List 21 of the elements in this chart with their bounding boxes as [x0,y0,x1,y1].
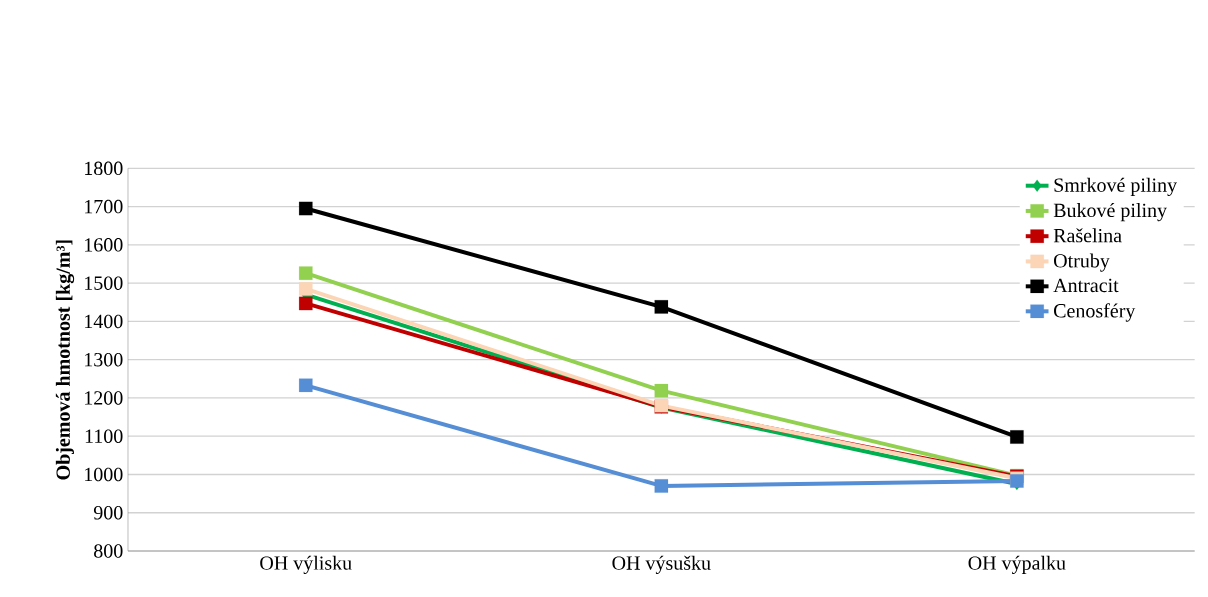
y-tick-label: 1200 [85,391,123,405]
y-tick-label: 900 [93,505,123,520]
y-tick-label: 1400 [85,314,123,329]
x-tick-label: OH výlisku [260,555,352,574]
y-tick-label: 1600 [85,238,123,252]
y-tick-label: 1700 [85,199,123,214]
y-tick-label: 1000 [85,467,123,482]
x-tick-label: OH výpalku [968,555,1066,574]
y-tick-label: 1500 [85,276,123,290]
x-tick-label: OH výsušku [612,555,711,574]
y-tick-label: 1800 [85,161,123,176]
y-axis-title: Objemová hmotnost [kg/m³] [55,240,75,480]
legend-label: Cenosféry [1054,303,1136,322]
y-tick-label: 1300 [85,352,123,367]
y-tick-label: 800 [94,544,123,558]
legend-label: Bukové piliny [1053,203,1167,222]
legend-label: Smrkové piliny [1054,177,1177,196]
y-tick-label: 1100 [85,429,123,443]
legend-label: Rašelina [1053,228,1122,243]
legend-label: Otruby [1054,253,1110,272]
legend-label: Antracit [1053,278,1119,293]
